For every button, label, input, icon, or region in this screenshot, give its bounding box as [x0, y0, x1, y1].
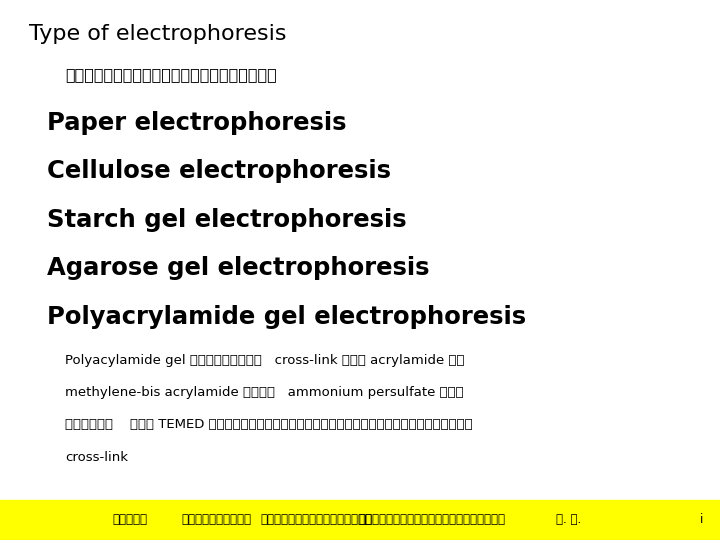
Text: methylene-bis acrylamide โดยม   ammonium persulfate เปน: methylene-bis acrylamide โดยม ammonium p… [65, 386, 464, 399]
Text: i: i [701, 513, 703, 526]
Text: Cellulose electrophoresis: Cellulose electrophoresis [47, 159, 391, 183]
Text: Starch gel electrophoresis: Starch gel electrophoresis [47, 208, 406, 232]
Bar [0, 500, 720, 540]
Text: Polyacrylamide gel electrophoresis: Polyacrylamide gel electrophoresis [47, 305, 526, 329]
Text: แบงตามชนดของตวกลางคำจน: แบงตามชนดของตวกลางคำจน [65, 68, 276, 83]
Text: Polyacylamide gel เกดจากการ   cross-link ของ acrylamide กบ: Polyacylamide gel เกดจากการ cross-link ข… [65, 354, 464, 367]
Text: Type of electrophoresis: Type of electrophoresis [29, 24, 287, 44]
Text: ตวเร่ง    และ TEMED เปนตวทำใหเกดอนมลอสะเพอเซมตอนปฎกรย: ตวเร่ง และ TEMED เปนตวทำใหเกดอนมลอสะเพอเ… [65, 418, 472, 431]
Text: วัตถุ: วัตถุ [112, 513, 147, 526]
Text: กลมวิชาเคมคลินิก: กลมวิชาเคมคลินิก [261, 513, 373, 526]
Text: cross-link: cross-link [65, 451, 128, 464]
Text: Agarose gel electrophoresis: Agarose gel electrophoresis [47, 256, 429, 280]
Text: สายวิชาเทคนิคการแพทย์: สายวิชาเทคนิคการแพทย์ [359, 513, 505, 526]
Text: ม. ข.: ม. ข. [556, 513, 582, 526]
Text: Paper electrophoresis: Paper electrophoresis [47, 111, 346, 134]
Text: กรวดาูระกล: กรวดาูระกล [181, 513, 251, 526]
